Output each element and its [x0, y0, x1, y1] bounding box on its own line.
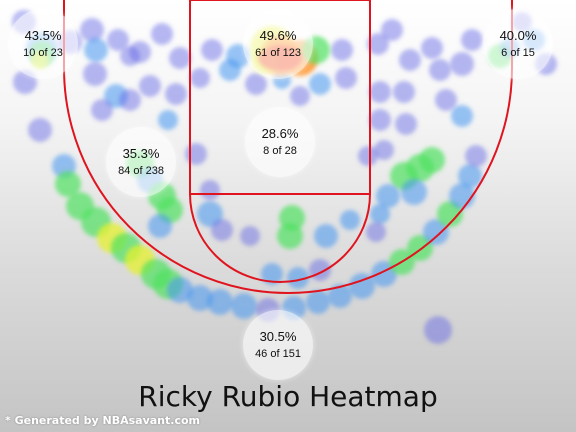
heat-blob: [424, 316, 452, 344]
heat-blob: [366, 222, 386, 242]
heat-blob: [395, 113, 417, 135]
zone-attempts: 61 of 123: [255, 46, 301, 59]
heat-blob: [169, 47, 191, 69]
zone-percentage: 40.0%: [499, 27, 537, 43]
heat-blob: [458, 164, 482, 188]
heat-blob: [393, 81, 415, 103]
heat-blob: [211, 219, 233, 241]
heat-blob: [401, 179, 427, 205]
zone-percentage: 49.6%: [259, 27, 297, 43]
heat-blob: [435, 89, 457, 111]
heat-blob: [309, 73, 331, 95]
heat-blob: [349, 273, 375, 299]
heat-blob: [367, 33, 389, 55]
heat-blob: [328, 284, 352, 308]
heat-blob: [107, 29, 129, 51]
heat-blob: [277, 223, 303, 249]
heat-blob: [461, 29, 483, 51]
zone-mid-range: 35.3% 84 of 238: [106, 127, 176, 197]
heat-blob: [80, 18, 104, 42]
credit-text: * Generated by NBAsavant.com: [5, 414, 200, 427]
heat-blob: [429, 59, 451, 81]
zone-percentage: 43.5%: [24, 27, 62, 43]
heat-blob: [201, 39, 223, 61]
heat-blob: [190, 68, 210, 88]
heat-blob: [331, 39, 353, 61]
zone-restricted-area: 49.6% 61 of 123: [243, 9, 313, 79]
heat-blob: [306, 290, 330, 314]
heat-blob: [419, 147, 445, 173]
heat-blob: [374, 140, 394, 160]
heat-blob: [139, 75, 161, 97]
heat-blob: [451, 105, 473, 127]
heat-blob: [423, 219, 449, 245]
heat-blob: [148, 214, 172, 238]
heat-blob: [358, 146, 378, 166]
heat-blob: [290, 86, 310, 106]
heat-blob: [240, 226, 260, 246]
heat-blob: [119, 89, 141, 111]
heat-blob: [370, 204, 390, 224]
zone-above-break-three: 30.5% 46 of 151: [243, 310, 313, 380]
heat-blob: [28, 118, 52, 142]
heat-blob: [261, 263, 283, 285]
heat-blob: [465, 145, 487, 167]
heat-blob: [369, 81, 391, 103]
heat-blob: [314, 224, 338, 248]
heat-blob: [187, 285, 213, 311]
chart-title: Ricky Rubio Heatmap: [138, 380, 438, 413]
heat-blob: [421, 37, 443, 59]
heat-blob: [200, 180, 220, 200]
court-lines: [63, 0, 513, 294]
heat-blob: [450, 52, 474, 76]
zone-attempts: 6 of 15: [501, 46, 535, 59]
zone-percentage: 30.5%: [259, 328, 297, 344]
heat-blob: [91, 99, 113, 121]
heat-blob: [231, 293, 257, 319]
heat-blob: [55, 171, 81, 197]
zone-percentage: 35.3%: [122, 145, 160, 161]
free-throw-circle: [189, 193, 371, 283]
heat-blob: [120, 46, 140, 66]
zone-paint: 28.6% 8 of 28: [245, 107, 315, 177]
heat-blob: [376, 184, 400, 208]
heat-blob: [158, 110, 178, 130]
zone-attempts: 10 of 23: [23, 46, 63, 59]
heat-blob: [165, 83, 187, 105]
heat-blob: [340, 210, 360, 230]
heat-blob: [167, 277, 193, 303]
heat-blob: [369, 109, 391, 131]
heat-blob: [185, 143, 207, 165]
heat-blob: [399, 49, 421, 71]
zone-attempts: 84 of 238: [118, 164, 164, 177]
heat-blob: [151, 23, 173, 45]
zone-left-corner-three: 43.5% 10 of 23: [8, 9, 78, 79]
zone-attempts: 46 of 151: [255, 347, 301, 360]
heat-blob: [207, 289, 233, 315]
heat-blob: [381, 19, 403, 41]
heat-blob: [335, 67, 357, 89]
heat-blob: [245, 73, 267, 95]
heat-blob: [309, 259, 331, 281]
zone-attempts: 8 of 28: [263, 144, 297, 157]
heat-blob: [287, 267, 309, 289]
zone-right-corner-three: 40.0% 6 of 15: [483, 9, 553, 79]
heat-blob: [84, 38, 108, 62]
heat-blob: [83, 62, 107, 86]
zone-percentage: 28.6%: [261, 125, 299, 141]
three-point-arc: [63, 0, 513, 294]
